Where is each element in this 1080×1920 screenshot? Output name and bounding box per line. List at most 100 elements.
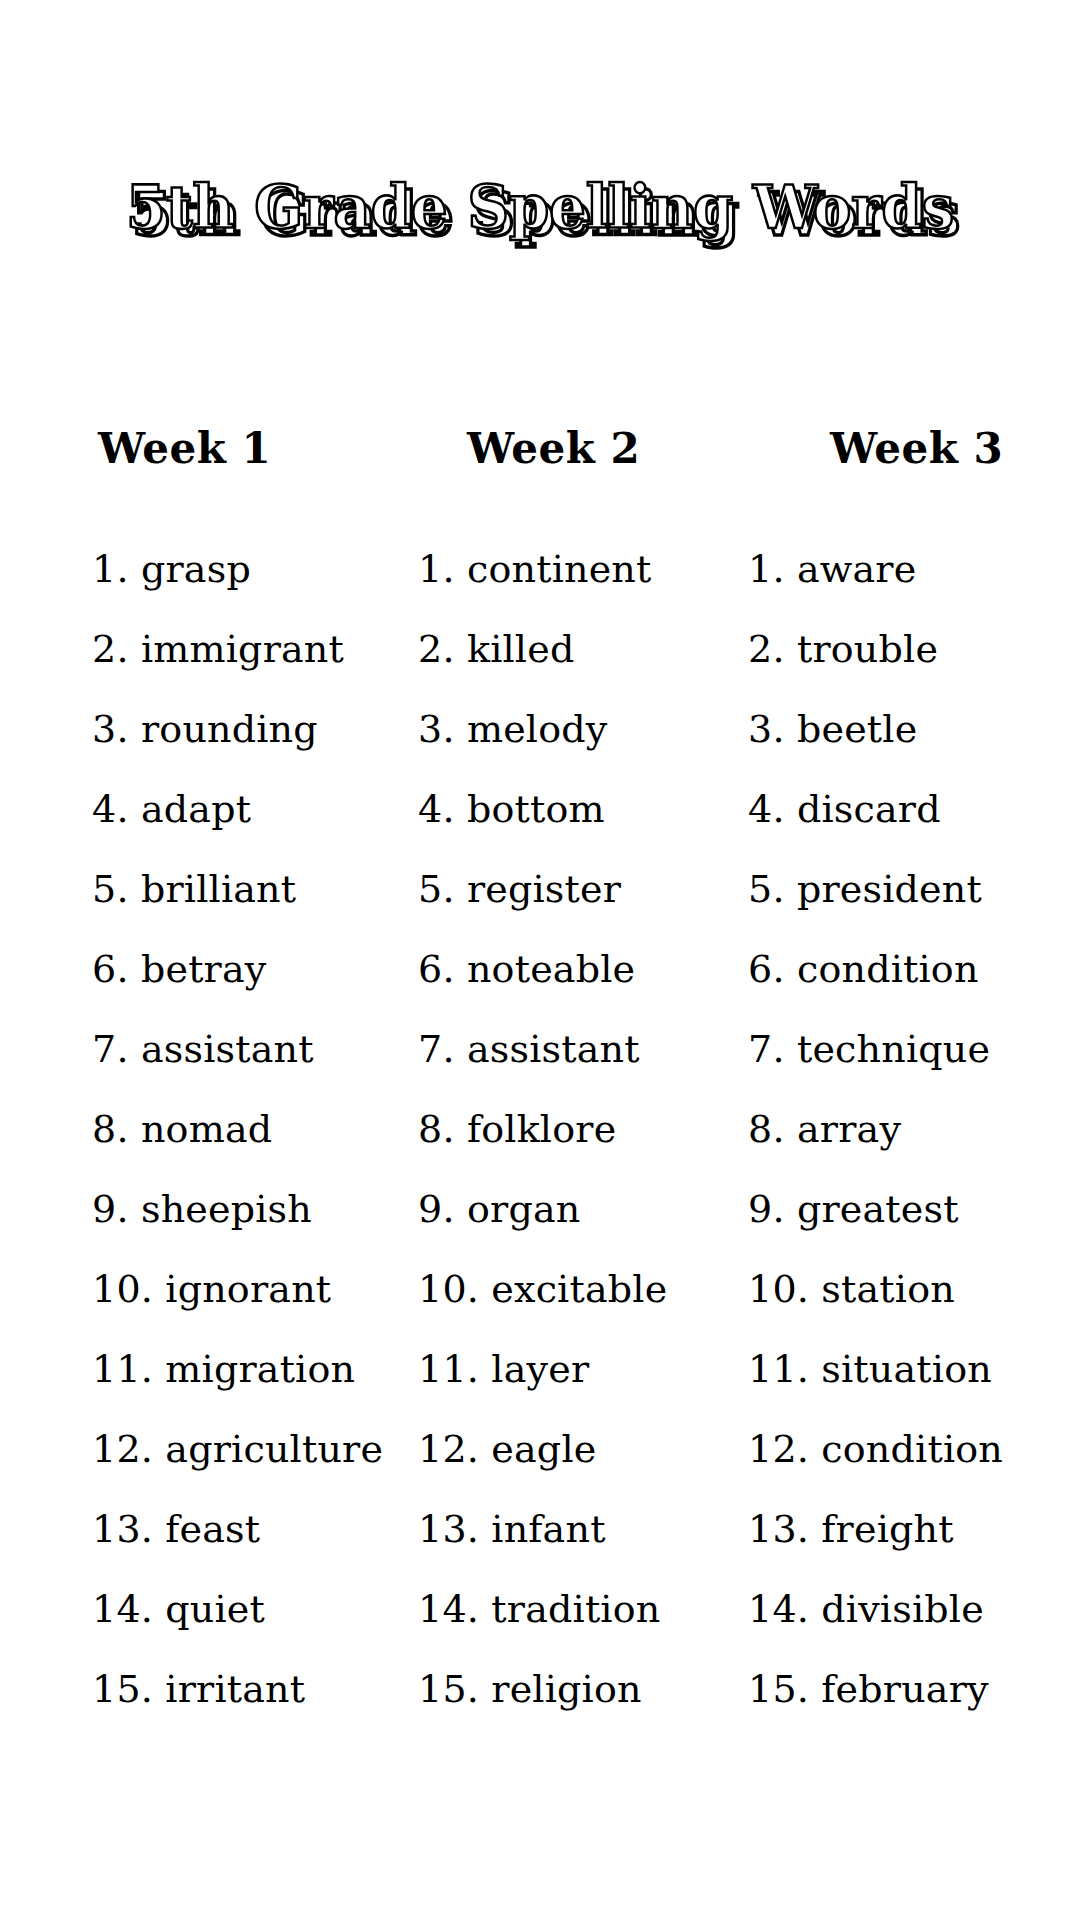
- word-item: 5. brilliant: [92, 866, 418, 946]
- week-header: Week 2: [467, 426, 748, 472]
- word-text: immigrant: [141, 627, 344, 671]
- word-text: greatest: [797, 1187, 959, 1231]
- word-number: 10.: [92, 1267, 165, 1311]
- word-item: 4. bottom: [418, 786, 748, 866]
- word-text: organ: [467, 1187, 581, 1231]
- word-item: 2. trouble: [748, 626, 1080, 706]
- word-number: 12.: [92, 1427, 165, 1471]
- word-number: 4.: [92, 787, 141, 831]
- word-item: 9. organ: [418, 1186, 748, 1266]
- word-list: 1. continent2. killed3. melody4. bottom5…: [418, 546, 748, 1746]
- word-text: bottom: [467, 787, 605, 831]
- word-text: agriculture: [165, 1427, 383, 1471]
- word-item: 11. situation: [748, 1346, 1080, 1426]
- word-text: condition: [821, 1427, 1003, 1471]
- word-item: 8. nomad: [92, 1106, 418, 1186]
- word-columns: Week 1 1. grasp2. immigrant3. rounding4.…: [0, 426, 1080, 1746]
- word-number: 13.: [418, 1507, 491, 1551]
- word-number: 11.: [418, 1347, 491, 1391]
- word-text: melody: [467, 707, 608, 751]
- word-number: 14.: [748, 1587, 821, 1631]
- word-number: 7.: [92, 1027, 141, 1071]
- word-number: 8.: [418, 1107, 467, 1151]
- word-text: nomad: [141, 1107, 272, 1151]
- word-item: 3. melody: [418, 706, 748, 786]
- word-number: 8.: [748, 1107, 797, 1151]
- word-item: 1. continent: [418, 546, 748, 626]
- word-item: 6. condition: [748, 946, 1080, 1026]
- word-item: 3. beetle: [748, 706, 1080, 786]
- word-item: 4. discard: [748, 786, 1080, 866]
- word-item: 8. folklore: [418, 1106, 748, 1186]
- word-number: 15.: [418, 1667, 491, 1711]
- word-item: 15. february: [748, 1666, 1080, 1746]
- word-number: 12.: [748, 1427, 821, 1471]
- word-item: 5. register: [418, 866, 748, 946]
- word-item: 11. migration: [92, 1346, 418, 1426]
- word-item: 13. feast: [92, 1506, 418, 1586]
- word-item: 1. grasp: [92, 546, 418, 626]
- word-text: president: [797, 867, 982, 911]
- word-item: 9. greatest: [748, 1186, 1080, 1266]
- word-number: 4.: [748, 787, 797, 831]
- word-item: 10. excitable: [418, 1266, 748, 1346]
- document-header: 5th Grade Spelling Words 5th Grade Spell…: [0, 118, 1080, 268]
- word-number: 7.: [418, 1027, 467, 1071]
- word-item: 1. aware: [748, 546, 1080, 626]
- word-item: 12. condition: [748, 1426, 1080, 1506]
- word-number: 2.: [748, 627, 797, 671]
- word-number: 7.: [748, 1027, 797, 1071]
- word-text: station: [821, 1267, 955, 1311]
- word-text: infant: [491, 1507, 605, 1551]
- word-item: 14. divisible: [748, 1586, 1080, 1666]
- word-number: 6.: [418, 947, 467, 991]
- word-number: 3.: [748, 707, 797, 751]
- spelling-worksheet-page: { "page_title": "5th Grade Spelling Word…: [0, 0, 1080, 1920]
- word-item: 15. irritant: [92, 1666, 418, 1746]
- word-item: 11. layer: [418, 1346, 748, 1426]
- week-header: Week 1: [98, 426, 418, 472]
- word-item: 9. sheepish: [92, 1186, 418, 1266]
- word-number: 6.: [92, 947, 141, 991]
- word-number: 8.: [92, 1107, 141, 1151]
- word-number: 4.: [418, 787, 467, 831]
- word-text: beetle: [797, 707, 917, 751]
- word-text: aware: [797, 547, 917, 591]
- word-item: 12. eagle: [418, 1426, 748, 1506]
- word-number: 3.: [92, 707, 141, 751]
- word-text: february: [821, 1667, 988, 1711]
- word-number: 11.: [748, 1347, 821, 1391]
- word-number: 5.: [418, 867, 467, 911]
- word-number: 13.: [748, 1507, 821, 1551]
- word-item: 14. tradition: [418, 1586, 748, 1666]
- word-text: trouble: [797, 627, 938, 671]
- word-item: 6. betray: [92, 946, 418, 1026]
- word-number: 6.: [748, 947, 797, 991]
- word-text: rounding: [141, 707, 318, 751]
- word-text: killed: [467, 627, 575, 671]
- word-text: layer: [491, 1347, 589, 1391]
- word-text: eagle: [491, 1427, 596, 1471]
- word-number: 5.: [748, 867, 797, 911]
- word-item: 10. ignorant: [92, 1266, 418, 1346]
- word-text: excitable: [491, 1267, 667, 1311]
- word-text: religion: [491, 1667, 641, 1711]
- word-text: grasp: [141, 547, 251, 591]
- word-number: 10.: [748, 1267, 821, 1311]
- word-text: condition: [797, 947, 979, 991]
- word-number: 15.: [92, 1667, 165, 1711]
- word-text: register: [467, 867, 621, 911]
- word-text: folklore: [467, 1107, 616, 1151]
- word-item: 13. freight: [748, 1506, 1080, 1586]
- word-text: ignorant: [165, 1267, 331, 1311]
- word-text: quiet: [165, 1587, 265, 1631]
- word-item: 5. president: [748, 866, 1080, 946]
- word-text: assistant: [141, 1027, 314, 1071]
- word-item: 14. quiet: [92, 1586, 418, 1666]
- word-number: 9.: [748, 1187, 797, 1231]
- word-text: feast: [165, 1507, 260, 1551]
- word-text: noteable: [467, 947, 635, 991]
- word-text: situation: [821, 1347, 992, 1391]
- word-text: migration: [165, 1347, 355, 1391]
- week-column-1: Week 1 1. grasp2. immigrant3. rounding4.…: [92, 426, 418, 1746]
